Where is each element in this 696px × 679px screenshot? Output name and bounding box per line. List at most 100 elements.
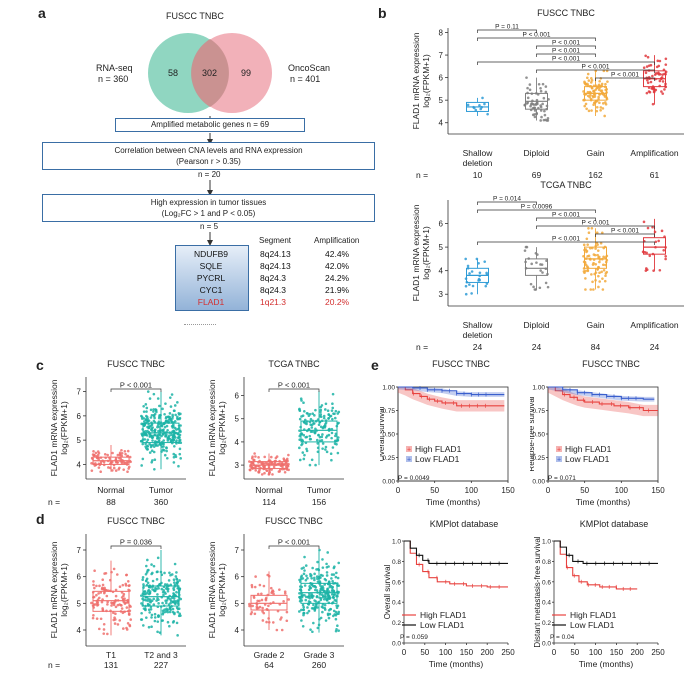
y-tick-label: 0.50 — [382, 432, 395, 439]
data-point — [604, 101, 607, 104]
n-value: 227 — [154, 660, 168, 670]
data-point — [111, 469, 114, 472]
legend-marker: + — [407, 447, 411, 454]
data-point — [468, 283, 471, 286]
data-point — [589, 81, 593, 84]
data-point — [590, 79, 594, 82]
data-point — [335, 604, 338, 607]
data-point — [596, 243, 599, 246]
data-point — [263, 471, 266, 475]
data-point — [321, 610, 324, 614]
data-point — [651, 225, 654, 229]
data-point — [97, 451, 101, 455]
data-point — [594, 247, 597, 250]
data-point — [151, 579, 155, 583]
data-point — [114, 605, 118, 609]
data-point — [312, 594, 315, 598]
data-point — [142, 417, 146, 420]
data-point — [101, 578, 105, 582]
data-point — [540, 115, 543, 119]
data-point — [477, 277, 481, 281]
data-point — [261, 619, 265, 622]
data-point — [251, 604, 254, 608]
data-point — [298, 595, 302, 599]
data-point — [143, 592, 147, 596]
data-point — [166, 589, 170, 593]
data-point — [92, 449, 95, 453]
data-point — [177, 464, 180, 468]
data-point — [321, 585, 324, 588]
data-point — [481, 96, 484, 100]
data-point — [92, 580, 95, 583]
data-point — [587, 109, 591, 113]
data-point — [586, 268, 590, 272]
data-point — [283, 592, 287, 595]
data-point — [146, 429, 149, 433]
data-point — [325, 599, 329, 602]
data-point — [94, 451, 98, 455]
data-point — [543, 109, 546, 113]
data-point — [90, 462, 93, 465]
data-point — [285, 610, 289, 614]
n-value: 260 — [312, 660, 326, 670]
data-point — [128, 455, 132, 459]
data-point — [330, 431, 334, 435]
data-point — [321, 442, 325, 445]
data-point — [601, 107, 605, 110]
data-point — [318, 593, 322, 596]
gene-segment: 8q24.3 — [260, 285, 286, 295]
data-point — [322, 594, 325, 598]
legend-marker: + — [407, 457, 411, 464]
data-point — [166, 587, 170, 591]
data-point — [140, 594, 143, 597]
y-tick-label: 6 — [439, 74, 444, 83]
data-point — [149, 585, 152, 589]
y-tick-label: 0.50 — [532, 432, 545, 439]
p-value: P < 0.001 — [552, 236, 580, 243]
data-point — [600, 231, 604, 235]
data-point — [590, 109, 593, 112]
data-point — [308, 596, 312, 600]
data-point — [143, 420, 146, 423]
p-value: P < 0.001 — [278, 538, 310, 547]
data-point — [101, 583, 105, 587]
data-point — [300, 415, 303, 418]
data-point — [468, 272, 471, 275]
data-point — [165, 424, 169, 428]
x-tick-label: 50 — [570, 648, 579, 657]
x-tick-label: 0 — [552, 648, 557, 657]
data-point — [140, 611, 143, 615]
data-point — [649, 80, 653, 84]
data-point — [105, 594, 109, 598]
data-point — [177, 607, 181, 611]
p-value: P = 0.014 — [493, 196, 521, 203]
data-point — [172, 423, 175, 427]
data-point — [157, 615, 160, 619]
data-point — [250, 456, 254, 460]
data-point — [544, 90, 548, 94]
data-point — [175, 577, 178, 581]
data-point — [148, 611, 151, 614]
data-point — [165, 601, 168, 605]
data-point — [334, 575, 338, 579]
box — [584, 246, 607, 269]
legend-label: High FLAD1 — [570, 610, 617, 620]
gene-amplification: 42.0% — [325, 261, 350, 271]
data-point — [332, 596, 335, 600]
y-axis-label: FLAD1 mRNA expressionlog₂(FPKM+1) — [207, 541, 227, 638]
x-tick-label: Normal — [255, 485, 283, 495]
data-point — [532, 103, 536, 106]
data-point — [592, 253, 596, 256]
data-point — [304, 598, 308, 602]
comparison-bracket — [595, 77, 655, 81]
data-point — [319, 413, 323, 416]
data-point — [300, 574, 304, 578]
data-point — [173, 562, 177, 566]
x-tick-label: T2 and 3 — [144, 650, 178, 660]
data-point — [146, 438, 150, 442]
data-point — [147, 625, 151, 629]
data-point — [310, 576, 313, 580]
data-point — [157, 416, 161, 420]
data-point — [254, 575, 257, 578]
n-value: 156 — [312, 497, 326, 507]
